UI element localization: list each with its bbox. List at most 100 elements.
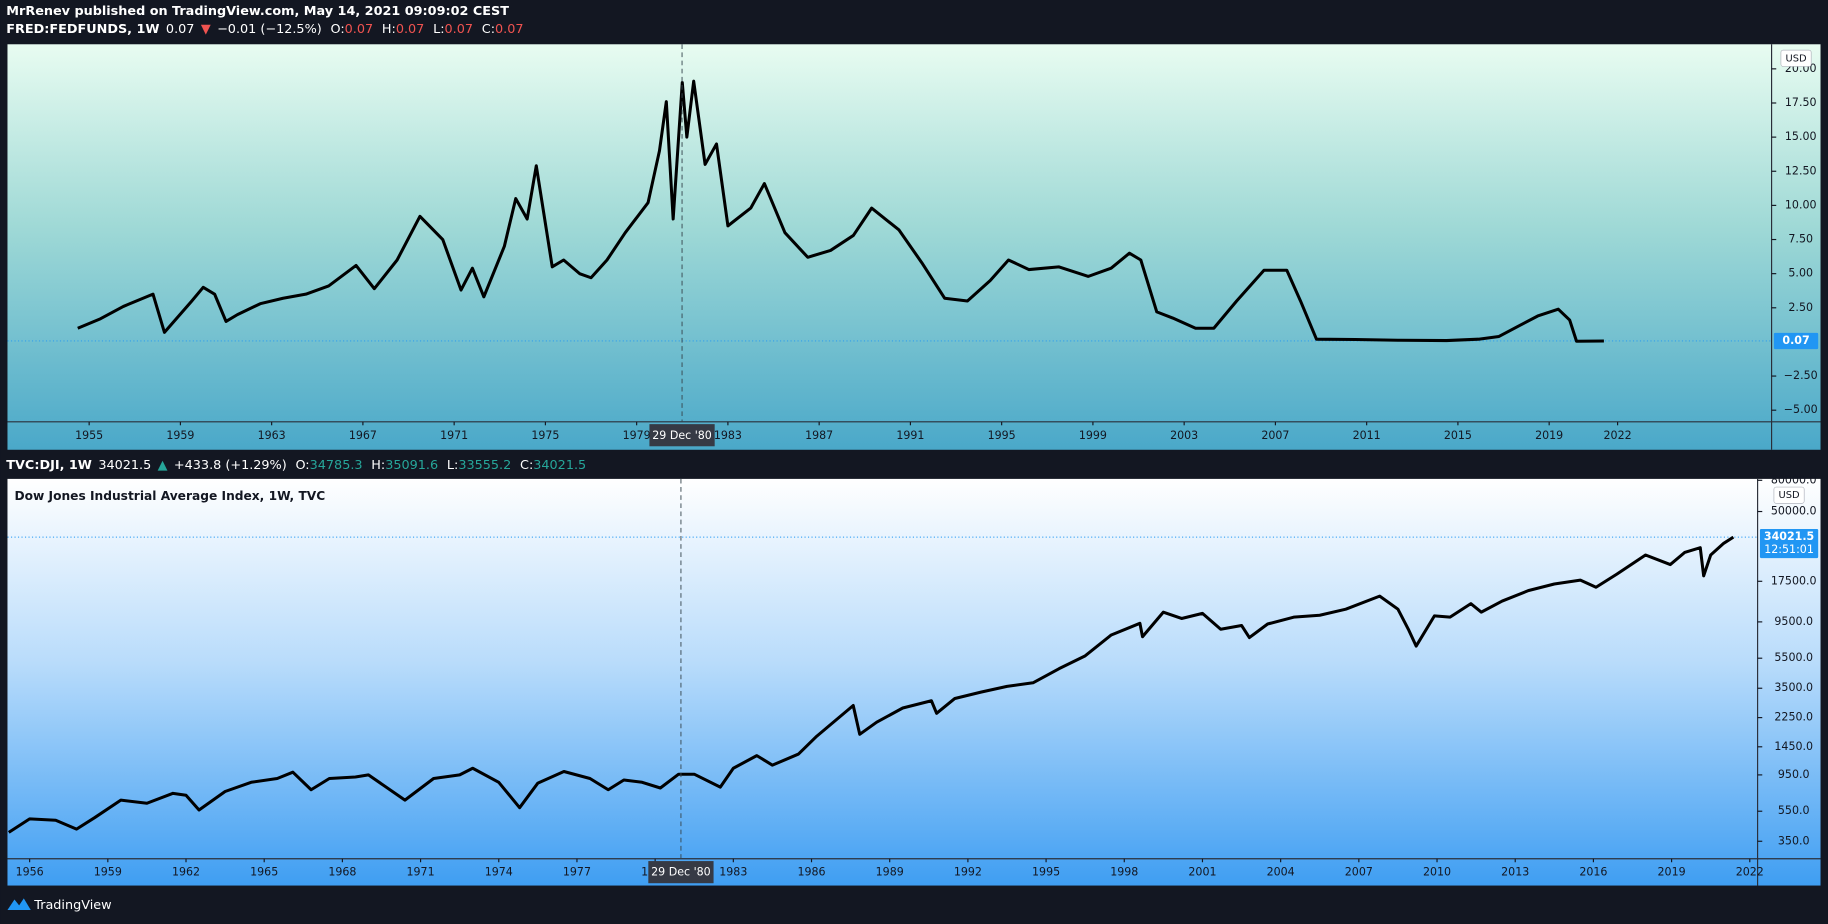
crosshair-label: 29 Dec '80 [651,866,711,879]
currency-box [1773,486,1805,504]
ohlc-value: 0.07 [495,22,524,37]
x-tick-label: 1983 [719,866,747,879]
y-tick-label: 350.0 [1778,834,1810,847]
change: −0.01 (−12.5%) [217,22,322,37]
x-tick-label: 2001 [1188,866,1216,879]
y-tick-label: 2.50 [1788,301,1813,314]
ohlc-label: O: [330,22,344,37]
y-tick-label: 2250.0 [1774,711,1813,724]
ohlc-value: 34021.5 [533,457,586,472]
x-tick-label: 1955 [75,429,103,442]
x-tick-label: 1968 [328,866,356,879]
y-tick-label: 50000.0 [1771,505,1817,518]
ohlc-label: L: [447,457,458,472]
arrow: ▲ [158,457,168,472]
x-tick-label: 1971 [440,429,468,442]
x-tick-label: 2019 [1658,866,1686,879]
x-tick-label: 2011 [1353,429,1381,442]
ohlc-label: H: [371,457,385,472]
x-tick-label: 2019 [1535,429,1563,442]
y-tick-label: 5500.0 [1774,651,1813,664]
arrow: ▼ [201,22,211,37]
ohlc-label: C: [482,22,495,37]
y-tick-label: 17500.0 [1771,574,1817,587]
brand[interactable]: TradingView [33,898,111,913]
last-value-box [1773,332,1819,350]
legend: FRED:FEDFUNDS, 1W 0.07 ▼ −0.01 (−12.5%) … [6,22,523,37]
symbol: TVC:DJI, 1W [6,457,92,472]
x-tick-label: 2022 [1604,429,1632,442]
crosshair-label: 29 Dec '80 [652,429,712,442]
publisher: MrRenev published on TradingView.com, Ma… [6,4,509,19]
x-tick-label: 2022 [1736,866,1764,879]
x-tick-label: 2010 [1423,866,1451,879]
x-tick-label: 1971 [407,866,435,879]
x-tick-label: 1956 [16,866,44,879]
ohlc-value: 35091.6 [385,457,438,472]
y-tick-label: 10.00 [1785,198,1817,211]
legend: TVC:DJI, 1W 34021.5 ▲ +433.8 (+1.29%) O:… [6,457,586,472]
x-tick-label: 1967 [349,429,377,442]
x-tick-label: 1995 [1032,866,1060,879]
panel-background [7,44,1821,450]
countdown: 12:51:01 [1764,543,1814,556]
y-tick-label: 12.50 [1785,164,1817,177]
y-tick-label: 9500.0 [1774,615,1813,628]
y-tick-label: 80000.0 [1771,473,1817,486]
x-tick-label: 1999 [1079,429,1107,442]
chart-title: Dow Jones Industrial Average Index, 1W, … [14,489,325,503]
last-value-label: 0.07 [1782,334,1809,347]
ohlc-value: 0.07 [345,22,373,37]
logo [7,898,31,911]
y-tick-label: 950.0 [1778,768,1810,781]
panel-background [7,478,1821,886]
x-tick-label: 2015 [1444,429,1472,442]
x-tick-label: 1962 [172,866,200,879]
symbol: FRED:FEDFUNDS, 1W [6,22,159,37]
x-tick-label: 1987 [805,429,833,442]
x-tick-label: 1979 [623,429,651,442]
y-tick-label: 550.0 [1778,804,1810,817]
y-tick-label: 3500.0 [1774,681,1813,694]
x-tick-label: 2003 [1170,429,1198,442]
y-tick-label: 17.50 [1785,96,1817,109]
x-tick-label: 1995 [988,429,1016,442]
currency-box [1780,49,1812,67]
x-tick-label: 2013 [1501,866,1529,879]
y-tick-label: 1450.0 [1774,740,1813,753]
ohlc-label: C: [520,457,533,472]
x-tick-label: 1975 [531,429,559,442]
y-tick-label: 5.00 [1788,267,1813,280]
x-tick-label: 1963 [258,429,286,442]
charts: −5.00 −2.50 2.50 5.00 7.50 10.00 12.50 15.00 17.… [7,44,1821,886]
last-value-box [1759,528,1819,559]
x-tick-label: 1986 [797,866,825,879]
y-tick-label: −2.50 [1784,369,1818,382]
currency: USD [1785,53,1807,64]
x-tick-label: 1977 [563,866,591,879]
x-tick-label: 1959 [94,866,122,879]
ohlc-value: 0.07 [445,22,474,37]
change: +433.8 (+1.29%) [174,457,287,472]
y-tick-label: 7.50 [1788,233,1813,246]
y-tick-label: 15.00 [1785,130,1817,143]
x-tick-label: 2016 [1579,866,1607,879]
x-tick-label: 1991 [896,429,924,442]
x-tick-label: 2007 [1261,429,1289,442]
ohlc-label: O: [295,457,309,472]
ohlc-label: H: [382,22,396,37]
x-tick-label: 1989 [876,866,904,879]
x-tick-label: 2007 [1345,866,1373,879]
x-tick-label: 1974 [485,866,513,879]
ohlc-value: 0.07 [396,22,425,37]
last: 0.07 [166,22,194,37]
x-tick-label: 1983 [714,429,742,442]
last: 34021.5 [98,457,151,472]
last-value-label: 34021.5 [1764,530,1814,543]
ohlc-value: 33555.2 [458,457,511,472]
x-tick-label: 1992 [954,866,982,879]
crosshair-label-bg [648,861,714,884]
x-tick-label: 1959 [166,429,194,442]
price-line [7,535,1735,834]
